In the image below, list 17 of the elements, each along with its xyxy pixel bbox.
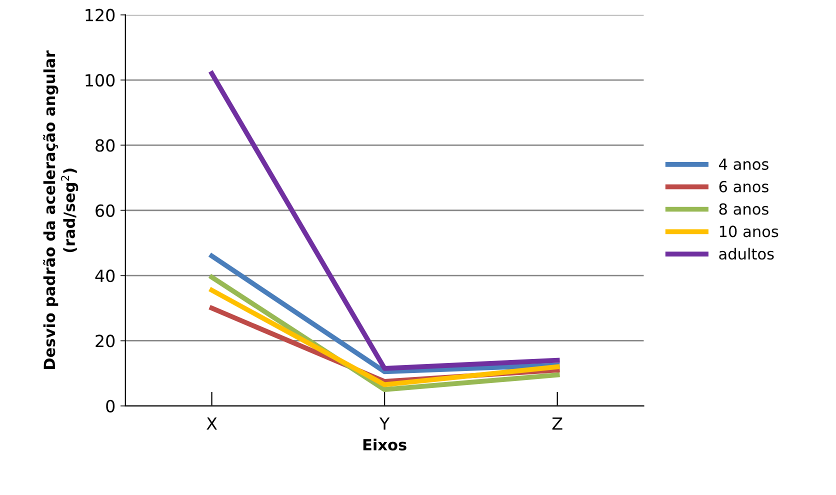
y-tick-label: 0 bbox=[106, 400, 115, 412]
y-axis-title: Desvio padrão da aceleração angular (rad/seg$^{2}$) bbox=[43, 50, 78, 369]
legend-label: adultos bbox=[719, 248, 774, 260]
legend-label: 8 anos bbox=[719, 203, 768, 215]
x-tick-label: Y bbox=[379, 418, 390, 430]
legend-label: 6 anos bbox=[719, 180, 768, 192]
y-tick-label: 80 bbox=[96, 139, 115, 152]
legend-label: 10 anos bbox=[720, 226, 778, 238]
y-tick-label: 20 bbox=[96, 334, 115, 348]
y-tick-label: 40 bbox=[95, 270, 115, 282]
x-tick-label: X bbox=[206, 418, 217, 430]
y-tick-label: 120 bbox=[86, 8, 115, 22]
y-tick-label: 100 bbox=[86, 74, 115, 87]
y-tick-label: 60 bbox=[96, 204, 115, 217]
x-tick-label: Z bbox=[552, 418, 562, 430]
legend-label: 4 anos bbox=[719, 158, 768, 170]
x-axis-title: Eixos bbox=[363, 438, 406, 451]
